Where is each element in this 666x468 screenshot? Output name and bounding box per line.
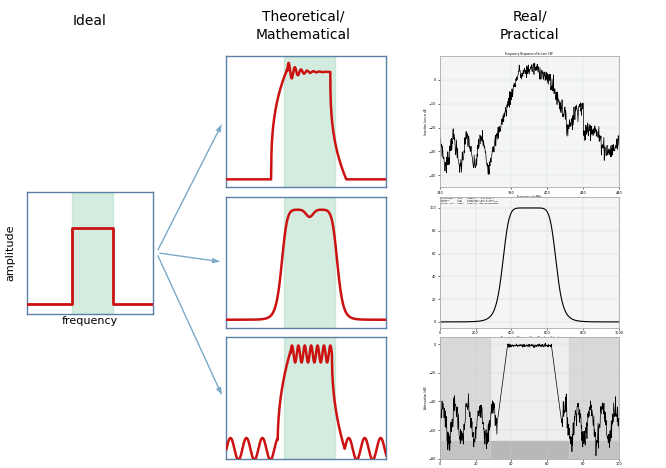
Bar — [72, 192, 113, 314]
Bar — [284, 337, 335, 459]
Bar — [284, 56, 335, 187]
Bar — [440, 337, 490, 459]
X-axis label: frequency: frequency — [62, 316, 118, 326]
Text: Ideal: Ideal — [73, 14, 107, 28]
Y-axis label: Insertion Loss in dB: Insertion Loss in dB — [424, 109, 428, 135]
Bar — [440, 441, 619, 459]
Y-axis label: Attenuation (dB): Attenuation (dB) — [424, 386, 428, 410]
Text: amplitude: amplitude — [5, 225, 15, 281]
X-axis label: Transmission Distance (ft) vs. Wavelength (nm): Transmission Distance (ft) vs. Wavelengt… — [500, 336, 559, 340]
Text: Real/
Practical: Real/ Practical — [500, 9, 559, 42]
Title: Frequency Response of In-Line CRF: Frequency Response of In-Line CRF — [505, 52, 553, 56]
Text: Theoretical/
Mathematical: Theoretical/ Mathematical — [256, 9, 350, 42]
Bar — [569, 337, 619, 459]
Bar — [284, 197, 335, 328]
Text: Instrument:  JDTS    Region:    0.0-1060.1
Method:      ASE     Reference: 502.0: Instrument: JDTS Region: 0.0-1060.1 Meth… — [442, 198, 499, 204]
X-axis label: Frequency in MHz: Frequency in MHz — [517, 195, 541, 199]
